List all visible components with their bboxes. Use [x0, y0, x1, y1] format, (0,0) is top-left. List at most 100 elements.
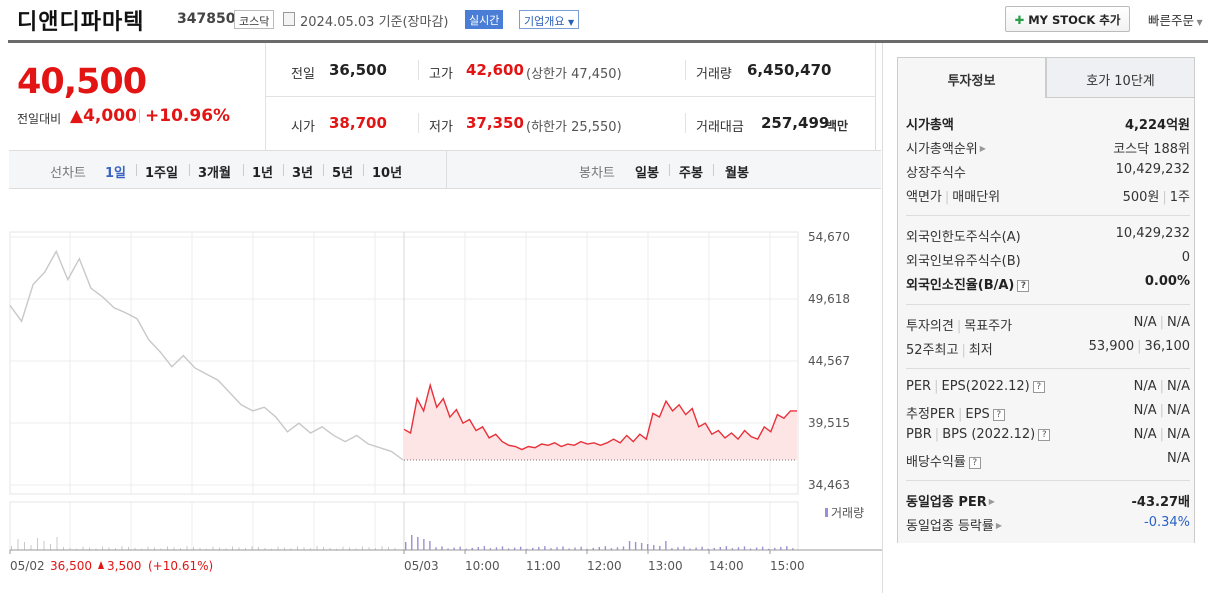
foreign-ratio-text: 외국인소진율(B/A)	[906, 278, 1015, 293]
volume-bar	[167, 546, 168, 550]
volume-bar	[544, 546, 546, 550]
pbr-row: PBR | BPS (2022.12)? N/A | N/A	[906, 427, 1190, 447]
volume-bar	[82, 546, 84, 550]
volume-bar	[774, 547, 776, 550]
per-text: PER	[906, 379, 932, 394]
volume-label: 거래량	[696, 67, 732, 82]
volume-bar	[368, 547, 370, 550]
open-label: 시가	[291, 120, 315, 135]
volume-bar	[225, 548, 227, 550]
par-value-label: 액면가 | 매매단위	[906, 190, 1001, 205]
prev-day-line	[9, 249, 404, 461]
volume-bar	[251, 546, 253, 550]
tab-1year[interactable]: 1년	[252, 166, 274, 181]
volume-bar	[264, 547, 266, 550]
realtime-button[interactable]: 실시간	[465, 10, 504, 29]
volume-bar	[598, 547, 600, 550]
pbr-text: PBR	[906, 427, 932, 442]
volume-bar	[108, 547, 110, 550]
company-info-dropdown[interactable]: 기업개요 ▼	[519, 10, 580, 29]
chevron-right-icon: ▶	[988, 497, 995, 506]
divider	[189, 164, 190, 176]
x-tick-label: 12:00	[587, 559, 622, 573]
volume-value: 6,450,470	[747, 61, 832, 79]
x-tick-label: 11:00	[526, 559, 561, 573]
volume-bar	[586, 548, 588, 550]
divider	[906, 304, 1190, 305]
52week-label: 52주최고 | 최저	[906, 343, 993, 358]
chevron-down-icon: ▼	[1194, 18, 1203, 27]
volume-bar	[755, 547, 758, 550]
volume-bar	[381, 546, 383, 550]
volume-bar	[63, 547, 64, 550]
volume-bar	[277, 546, 279, 550]
tab-monthly[interactable]: 월봉	[725, 166, 749, 181]
volume-bar	[284, 547, 285, 550]
divider	[363, 164, 364, 176]
tab-3year[interactable]: 3년	[292, 166, 314, 181]
tab-10year[interactable]: 10년	[372, 166, 403, 181]
tab-1week[interactable]: 1주일	[145, 166, 178, 181]
y-tick-label: 54,670	[808, 230, 850, 244]
market-cap-rank-row: 시가총액순위 ▶ 코스닥 188위	[906, 138, 1190, 158]
foreign-ratio-value: 0.00%	[1144, 274, 1190, 289]
volume-bar	[568, 548, 570, 550]
quick-order-link[interactable]: 빠른주문 ▼	[1148, 10, 1203, 29]
prev-day-pct: (+10.61%)	[148, 559, 213, 573]
add-mystock-button[interactable]: ✚ MY STOCK 추가	[1005, 6, 1130, 32]
sector-change-label[interactable]: 동일업종 등락률 ▶	[906, 515, 1002, 534]
volume-bar	[465, 548, 467, 550]
help-icon[interactable]: ?	[1017, 280, 1030, 292]
pbr-label: PBR | BPS (2022.12)?	[906, 427, 1051, 442]
market-cap-value: 4,224억원	[1124, 118, 1190, 133]
volume-bar	[671, 548, 673, 550]
est-per-text: 추정PER	[906, 407, 956, 422]
investment-info-body: 시가총액 4,224억원 시가총액순위 ▶ 코스닥 188위 상장주식수 10,4…	[897, 98, 1195, 543]
open-value: 38,700	[329, 114, 387, 132]
listed-shares-label: 상장주식수	[906, 166, 966, 181]
volume-bar	[429, 541, 431, 550]
company-info-label: 기업개요	[524, 15, 565, 28]
volume-bar	[355, 548, 357, 550]
tab-1day[interactable]: 1일	[105, 166, 127, 181]
volume-bar	[610, 548, 613, 550]
volume-bar	[628, 541, 631, 550]
volume-bar	[513, 547, 516, 550]
volume-bar	[290, 548, 292, 550]
volume-bar	[507, 548, 510, 550]
volume-bar	[342, 546, 344, 550]
volume-bar	[737, 547, 740, 550]
foreign-holding-label: 외국인보유주식수(B)	[906, 254, 1021, 269]
market-cap-rank-text: 시가총액순위	[906, 142, 978, 157]
help-icon[interactable]: ?	[1032, 381, 1045, 393]
trade-unit-value: 1주	[1169, 190, 1190, 205]
volume-bar	[719, 547, 721, 550]
pbr-val: N/A	[1133, 427, 1157, 442]
stock-code: 347850	[177, 11, 236, 27]
par-value-value: 500원 | 1주	[1122, 190, 1190, 205]
tab-investment-info[interactable]: 투자정보	[897, 57, 1046, 98]
opinion-row: 투자의견 | 목표주가 N/A | N/A	[906, 315, 1190, 335]
est-eps-text: EPS	[965, 407, 990, 422]
tab-5year[interactable]: 5년	[332, 166, 354, 181]
opinion-label: 투자의견 | 목표주가	[906, 319, 1013, 334]
volume-bar	[792, 548, 794, 550]
tab-weekly[interactable]: 주봉	[679, 166, 703, 181]
tab-daily[interactable]: 일봉	[635, 166, 659, 181]
volume-bar	[786, 546, 788, 550]
help-icon[interactable]: ?	[968, 457, 981, 469]
divider	[136, 164, 137, 176]
x-tick-label: 13:00	[648, 559, 683, 573]
sector-change-value: -0.34%	[1144, 515, 1190, 530]
market-cap-rank-label[interactable]: 시가총액순위 ▶	[906, 138, 986, 157]
upper-limit: (상한가 47,450)	[526, 67, 622, 82]
help-icon[interactable]: ?	[992, 409, 1005, 421]
help-icon[interactable]: ?	[1038, 429, 1051, 441]
volume-bar	[154, 547, 155, 550]
volume-bar	[362, 546, 363, 550]
low-value: 37,350	[466, 114, 524, 132]
tab-orderbook-10[interactable]: 호가 10단계	[1046, 57, 1195, 98]
volume-bar	[193, 547, 194, 550]
sector-per-label[interactable]: 동일업종 PER ▶	[906, 491, 995, 510]
tab-3month[interactable]: 3개월	[198, 166, 231, 181]
